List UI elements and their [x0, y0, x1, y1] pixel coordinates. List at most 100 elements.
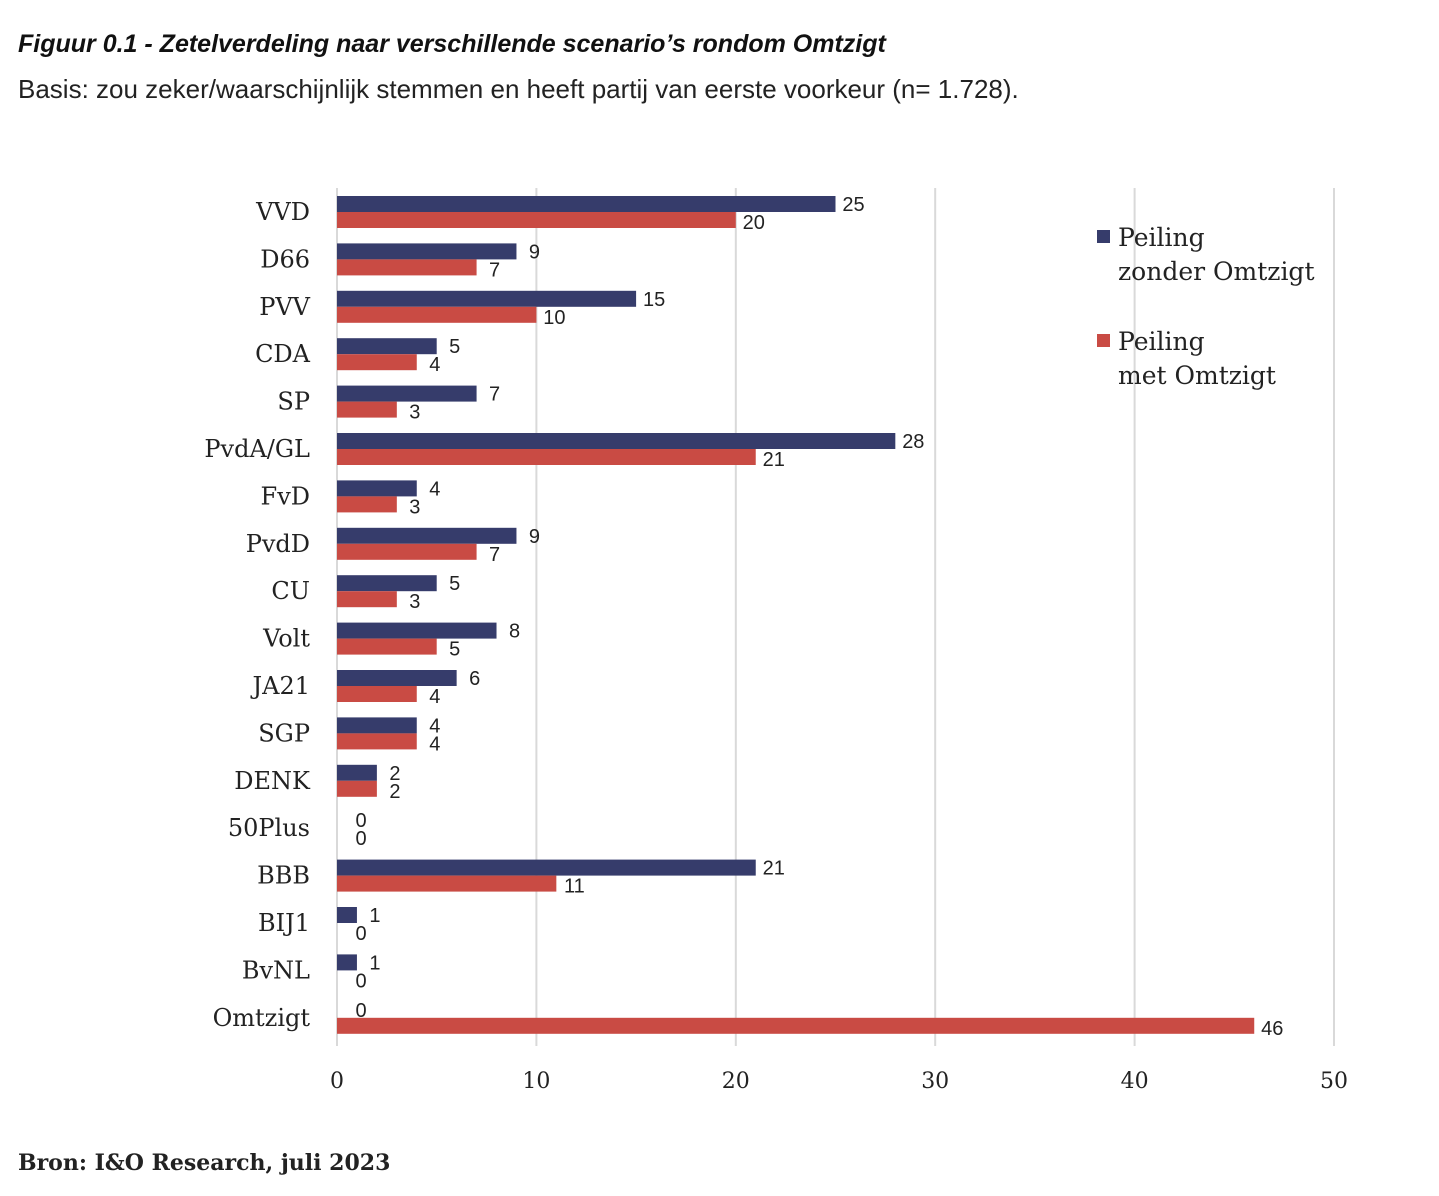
data-label: 2	[389, 763, 400, 785]
data-label: 4	[429, 478, 440, 500]
bar	[337, 764, 377, 781]
data-label: 3	[409, 402, 420, 424]
category-label: D66	[260, 245, 310, 273]
data-label: 0	[355, 923, 366, 945]
data-label: 0	[355, 828, 366, 850]
data-label: 46	[1261, 1018, 1283, 1040]
data-label: 5	[449, 336, 460, 358]
bar	[337, 401, 397, 418]
bar	[337, 575, 437, 592]
data-label: 3	[409, 591, 420, 613]
legend: Peiling zonder Omtzigt Peiling met Omtzigt	[1097, 223, 1314, 390]
data-label: 1	[369, 952, 380, 974]
bars	[337, 196, 1255, 1034]
x-axis: 0 10 20 30 40 50	[330, 1069, 1348, 1094]
legend-label: Peiling	[1118, 327, 1205, 356]
bar	[337, 354, 417, 371]
data-label: 25	[842, 194, 864, 216]
x-tick-label: 50	[1320, 1069, 1348, 1094]
data-label: 5	[449, 639, 460, 661]
data-label: 9	[529, 241, 540, 263]
bar	[337, 306, 537, 323]
data-label: 4	[429, 686, 440, 708]
category-label: JA21	[250, 672, 311, 700]
bar	[337, 907, 357, 923]
data-label: 4	[429, 354, 440, 376]
legend-label: zonder Omtzigt	[1118, 257, 1314, 286]
data-label: 3	[409, 496, 420, 518]
category-label: VVD	[255, 198, 310, 226]
category-label: PvdA/GL	[204, 435, 310, 463]
data-label: 10	[543, 307, 565, 329]
legend-label: met Omtzigt	[1118, 361, 1276, 390]
bar	[337, 780, 377, 797]
category-label: CDA	[255, 340, 311, 368]
bar	[337, 338, 437, 355]
legend-swatch	[1097, 230, 1110, 243]
bar	[337, 527, 517, 544]
category-label: SGP	[258, 719, 310, 747]
category-label: DENK	[234, 767, 311, 795]
category-label: 50Plus	[228, 814, 310, 842]
chart-title: Figuur 0.1 - Zetelverdeling naar verschi…	[18, 30, 886, 58]
data-label: 6	[469, 668, 480, 690]
data-label: 2	[389, 781, 400, 803]
bar	[337, 859, 756, 876]
bar	[337, 449, 756, 465]
category-label: BBB	[257, 862, 310, 890]
data-label: 0	[355, 1000, 366, 1022]
category-label: BvNL	[242, 956, 310, 984]
x-tick-label: 10	[522, 1069, 550, 1094]
category-label: BIJ1	[258, 909, 310, 937]
bar	[337, 622, 497, 639]
bar	[337, 954, 357, 971]
bar	[337, 385, 477, 402]
bar	[337, 875, 557, 892]
data-label: 21	[763, 858, 785, 880]
bar	[337, 433, 896, 449]
grid-lines	[336, 188, 1335, 1046]
bar	[337, 290, 637, 307]
category-labels: VVD D66 PVV CDA SP PvdA/GL FvD PvdD CU Volt JA21 SG…	[204, 198, 311, 1032]
bar	[337, 733, 417, 750]
category-label: Omtzigt	[213, 1004, 311, 1032]
data-label: 1	[369, 905, 380, 927]
data-label: 21	[763, 449, 785, 471]
category-label: Volt	[262, 625, 310, 653]
source-note: Bron: I&O Research, juli 2023	[18, 1150, 391, 1176]
data-label: 8	[509, 621, 520, 643]
data-label: 5	[449, 573, 460, 595]
bar	[337, 1017, 1255, 1034]
legend-swatch	[1097, 334, 1110, 347]
category-label: FvD	[261, 482, 310, 510]
x-tick-label: 30	[921, 1069, 949, 1094]
data-label: 7	[489, 544, 500, 566]
bar	[337, 670, 457, 686]
data-label: 15	[643, 289, 665, 311]
data-label: 7	[489, 384, 500, 406]
bar	[337, 543, 477, 560]
bar	[337, 591, 397, 608]
bar	[337, 638, 437, 655]
legend-label: Peiling	[1118, 223, 1205, 252]
x-tick-label: 40	[1121, 1069, 1149, 1094]
x-tick-label: 20	[722, 1069, 750, 1094]
data-label: 4	[429, 715, 440, 737]
data-label: 0	[355, 810, 366, 832]
bar	[337, 496, 397, 513]
bar	[337, 480, 417, 497]
category-label: CU	[271, 577, 310, 605]
category-label: PVV	[259, 293, 310, 321]
data-label: 4	[429, 733, 440, 755]
bar	[337, 717, 417, 734]
bar	[337, 196, 836, 212]
chart-subtitle: Basis: zou zeker/waarschijnlijk stemmen …	[18, 74, 1019, 104]
x-tick-label: 0	[330, 1069, 344, 1094]
category-label: SP	[277, 388, 310, 416]
category-label: PvdD	[246, 530, 310, 558]
bar	[337, 686, 417, 702]
value-labels: 2520971510547328214397538564442200211110…	[355, 194, 1283, 1040]
data-label: 0	[355, 970, 366, 992]
data-label: 20	[743, 212, 765, 234]
